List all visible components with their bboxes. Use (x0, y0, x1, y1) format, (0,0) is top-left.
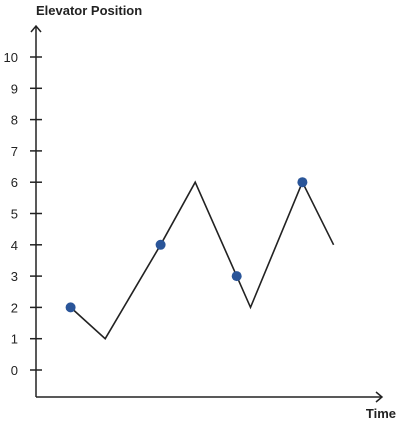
data-point-marker (297, 177, 308, 188)
series-group (70, 180, 335, 340)
data-point-marker (155, 239, 166, 250)
y-tick-label: 4 (11, 238, 18, 253)
axes (30, 24, 384, 403)
series-line (70, 180, 335, 340)
y-ticks: 0 1 2 3 4 5 6 7 8 9 10 (4, 50, 42, 378)
x-axis-arrow-icon (375, 391, 384, 403)
data-point-marker (65, 302, 76, 313)
markers-group (65, 177, 308, 313)
y-axis-title: Elevator Position (36, 3, 142, 18)
y-tick-label: 0 (11, 363, 18, 378)
data-point-marker (231, 271, 242, 282)
y-tick-label: 3 (11, 269, 18, 284)
y-tick-label: 1 (11, 332, 18, 347)
y-tick-label: 7 (11, 144, 18, 159)
y-tick-label: 2 (11, 300, 18, 315)
y-tick-label: 10 (4, 50, 18, 65)
y-tick-label: 8 (11, 113, 18, 128)
y-axis-arrow-icon (30, 24, 42, 33)
y-tick-label: 5 (11, 207, 18, 222)
y-tick-label: 9 (11, 81, 18, 96)
x-axis-title: Time (366, 406, 396, 421)
y-tick-label: 6 (11, 175, 18, 190)
